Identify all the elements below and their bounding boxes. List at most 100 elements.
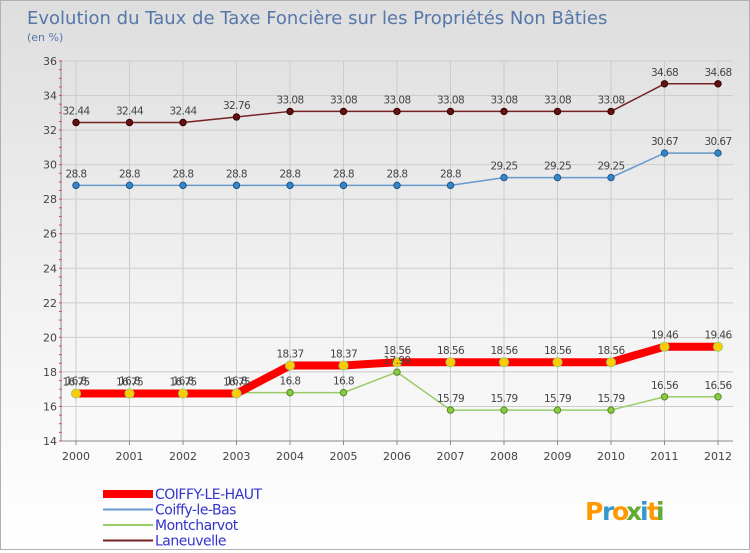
data-point-coiffy-le-haut: [659, 341, 670, 352]
x-tick-label: 2008: [490, 450, 518, 463]
data-point-coiffy-le-haut: [338, 360, 349, 371]
data-label-montcharvot: 16.8: [226, 376, 247, 388]
data-label-coiffy-le-bas: 28.8: [387, 168, 408, 180]
data-label-coiffy-le-bas: 28.8: [173, 168, 194, 180]
data-point-coiffy-le-bas: [660, 149, 669, 157]
legend-label-coiffy-le-bas: Coiffy-le-Bas: [155, 503, 236, 519]
chart-title: Evolution du Taux de Taxe Foncière sur l…: [27, 8, 607, 29]
data-label-laneuvelle: 32.44: [62, 105, 90, 117]
x-tick-label: 2007: [437, 450, 465, 463]
data-point-laneuvelle: [660, 80, 669, 88]
axes: 14 16 18 20 22 24 26 28 30 32 34 36 2000 2001 2002 2003…: [43, 55, 733, 463]
data-label-coiffy-le-bas: 30.67: [651, 136, 678, 148]
logo-letter: i: [640, 497, 649, 526]
x-tick-label: 2005: [330, 450, 358, 463]
data-label-coiffy-le-haut: 16.75: [169, 377, 196, 389]
data-label-coiffy-le-haut: 18.37: [276, 349, 303, 361]
y-axis-label: (en %): [27, 31, 63, 44]
data-point-montcharvot: [660, 393, 669, 401]
data-point-coiffy-le-haut: [124, 388, 135, 399]
data-point-montcharvot: [339, 388, 348, 397]
logo-letter: r: [602, 497, 615, 526]
logo-letter: t: [647, 497, 659, 526]
y-tick-label: 24: [43, 262, 57, 275]
data-point-laneuvelle: [714, 80, 722, 88]
data-label-coiffy-le-haut: 18.56: [437, 345, 465, 357]
data-point-laneuvelle: [553, 107, 562, 116]
data-point-laneuvelle: [232, 113, 241, 121]
y-tick-label: 26: [43, 228, 57, 241]
data-label-laneuvelle: 33.08: [490, 94, 517, 106]
data-point-coiffy-le-bas: [72, 181, 80, 190]
data-point-coiffy-le-haut: [178, 388, 188, 399]
legend-label-coiffy-le-haut: COIFFY-LE-HAUT: [155, 487, 263, 503]
data-point-coiffy-le-haut: [285, 360, 295, 371]
data-label-laneuvelle: 33.08: [437, 94, 464, 106]
data-point-montcharvot: [714, 393, 722, 401]
y-tick-label: 30: [43, 159, 57, 172]
data-label-laneuvelle: 33.08: [330, 94, 357, 106]
data-point-coiffy-le-bas: [553, 173, 562, 182]
data-point-laneuvelle: [125, 118, 134, 127]
data-label-montcharvot: 17.99: [383, 355, 410, 367]
data-label-coiffy-le-bas: 28.8: [280, 168, 301, 180]
data-point-coiffy-le-bas: [286, 181, 294, 190]
data-point-coiffy-le-bas: [714, 149, 722, 157]
data-point-montcharvot: [393, 368, 401, 376]
data-point-montcharvot: [607, 406, 615, 414]
logo-letter: P: [585, 497, 603, 526]
data-point-coiffy-le-haut: [499, 357, 509, 368]
x-tick-label: 2004: [276, 450, 304, 463]
x-tick-label: 2001: [116, 450, 144, 463]
data-point-coiffy-le-haut: [552, 357, 563, 368]
grid: [61, 60, 733, 442]
data-label-laneuvelle: 33.08: [544, 94, 571, 106]
data-label-coiffy-le-bas: 30.67: [704, 136, 731, 148]
data-point-coiffy-le-bas: [607, 173, 615, 182]
data-label-coiffy-le-haut: 18.56: [490, 345, 518, 357]
x-tick-label: 2011: [651, 450, 679, 463]
data-point-coiffy-le-haut: [445, 357, 456, 368]
x-tick-label: 2006: [383, 450, 411, 463]
data-point-coiffy-le-haut: [71, 388, 81, 399]
y-tick-label: 34: [43, 90, 57, 103]
x-tick-label: 2012: [704, 450, 732, 463]
data-label-montcharvot: 15.79: [544, 393, 571, 405]
y-tick-label: 28: [43, 193, 57, 206]
data-label-montcharvot: 15.79: [490, 393, 517, 405]
data-label-montcharvot: 16.8: [119, 376, 140, 388]
data-label-montcharvot: 15.79: [437, 393, 464, 405]
data-label-laneuvelle: 33.08: [597, 94, 624, 106]
y-tick-label: 20: [43, 331, 57, 344]
data-point-laneuvelle: [179, 118, 187, 127]
legend-label-montcharvot: Montcharvot: [155, 518, 239, 534]
logo-letter: x: [626, 497, 642, 526]
data-point-coiffy-le-bas: [393, 181, 401, 190]
data-label-montcharvot: 15.79: [597, 393, 624, 405]
x-tick-label: 2000: [62, 450, 90, 463]
y-tick-label: 14: [43, 435, 57, 448]
data-labels: 32.44 32.44 32.44 32.76 33.08 33.08 33.08 33.08…: [62, 67, 733, 405]
data-point-coiffy-le-bas: [500, 173, 508, 182]
data-label-coiffy-le-haut: 18.37: [330, 349, 357, 361]
x-tick-label: 2009: [544, 450, 572, 463]
data-label-laneuvelle: 33.08: [383, 94, 410, 106]
data-label-coiffy-le-bas: 28.8: [66, 168, 87, 180]
data-label-coiffy-le-bas: 29.25: [597, 161, 624, 173]
y-tick-label: 16: [43, 400, 57, 413]
data-label-laneuvelle: 32.44: [116, 105, 144, 117]
data-label-laneuvelle: 32.76: [223, 100, 251, 112]
data-point-coiffy-le-haut: [606, 357, 616, 368]
data-label-coiffy-le-bas: 28.8: [333, 168, 354, 180]
series-layer: [71, 80, 723, 414]
data-label-laneuvelle: 34.68: [651, 67, 678, 79]
data-point-coiffy-le-bas: [232, 181, 241, 190]
data-point-montcharvot: [446, 406, 455, 414]
data-point-laneuvelle: [286, 107, 294, 116]
data-label-coiffy-le-bas: 29.25: [544, 161, 571, 173]
logo-letter: i: [656, 497, 665, 526]
data-point-coiffy-le-haut: [713, 341, 723, 352]
data-point-laneuvelle: [446, 107, 455, 116]
